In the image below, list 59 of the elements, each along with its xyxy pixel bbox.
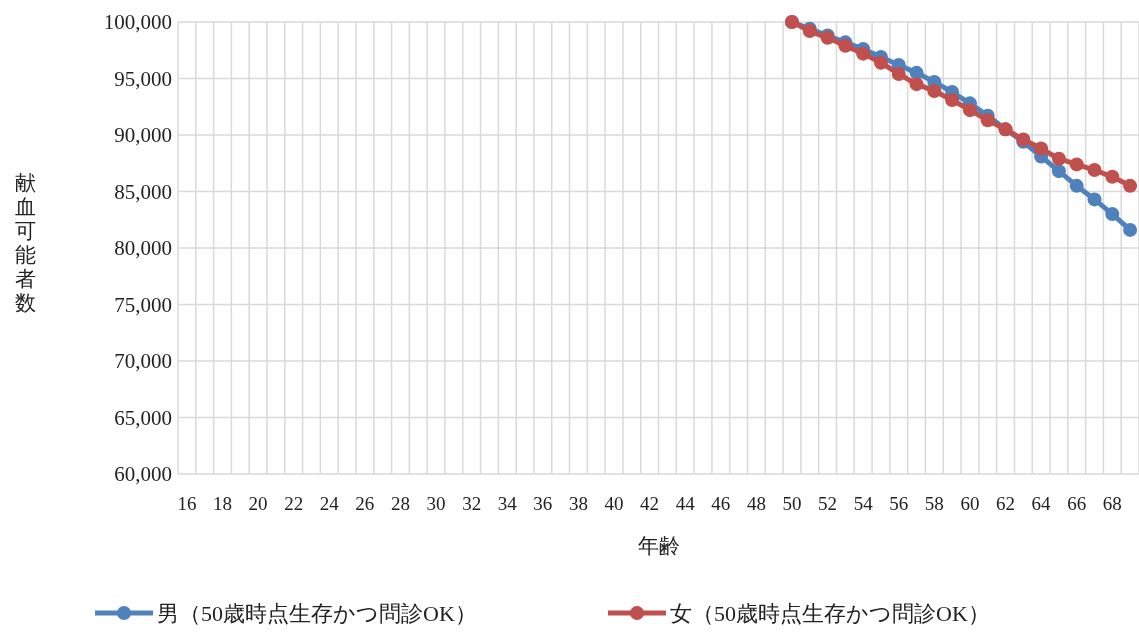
- x-tick-label: 50: [782, 493, 802, 514]
- point: [1069, 178, 1084, 193]
- x-tick-label: 36: [533, 493, 553, 514]
- x-tick-label: 46: [711, 493, 731, 514]
- x-tick-label: 18: [212, 493, 232, 514]
- point: [980, 113, 995, 128]
- x-axis-title: 年齢: [637, 534, 680, 558]
- point: [891, 66, 906, 81]
- x-tick-label: 34: [497, 493, 518, 514]
- y-tick-label: 95,000: [114, 66, 172, 91]
- x-tick-label: 54: [853, 493, 874, 514]
- point: [1105, 207, 1120, 222]
- point: [873, 55, 888, 70]
- x-tick-label: 38: [568, 493, 588, 514]
- x-tick-label: 44: [675, 493, 696, 514]
- point: [927, 83, 942, 98]
- point: [1087, 163, 1102, 178]
- point: [1034, 141, 1049, 156]
- x-tick-label: 66: [1067, 493, 1087, 514]
- x-tick-label: 42: [640, 493, 660, 514]
- point: [1123, 222, 1138, 237]
- point: [856, 46, 871, 61]
- x-tick-label: 26: [355, 493, 375, 514]
- legend-label: 女（50歳時点生存かつ問診OK）: [670, 601, 990, 626]
- y-tick-label: 85,000: [114, 179, 172, 204]
- y-tick-label: 90,000: [114, 123, 172, 147]
- x-tick-label: 22: [284, 493, 304, 514]
- x-tick-label: 28: [390, 493, 410, 514]
- x-tick-label: 20: [248, 493, 268, 514]
- x-tick-label: 24: [319, 493, 340, 514]
- point: [1105, 169, 1120, 184]
- x-tick-label: 16: [177, 493, 197, 514]
- legend-label: 男（50歳時点生存かつ問診OK）: [157, 601, 477, 626]
- point: [945, 92, 960, 107]
- y-axis-title: 献血可能者数: [14, 171, 36, 315]
- x-tick-label: 40: [604, 493, 624, 514]
- x-tick-label: 58: [924, 493, 944, 514]
- point: [1051, 151, 1066, 166]
- x-tick-label: 62: [996, 493, 1016, 514]
- point: [909, 77, 924, 92]
- x-tick-label: 60: [960, 493, 980, 514]
- point: [1069, 157, 1084, 172]
- x-tick-label: 52: [818, 493, 838, 514]
- y-tick-label: 65,000: [114, 405, 172, 430]
- point: [1051, 164, 1066, 179]
- x-tick-label: 64: [1031, 493, 1052, 514]
- x-tick-label: 56: [889, 493, 909, 514]
- x-tick-label: 32: [462, 493, 482, 514]
- x-tick-label: 68: [1102, 493, 1122, 514]
- y-tick-label: 80,000: [114, 236, 172, 260]
- point: [1123, 178, 1138, 193]
- x-tick-label: 48: [746, 493, 766, 514]
- point: [962, 103, 977, 118]
- y-tick-label: 70,000: [114, 349, 172, 373]
- y-tick-label: 75,000: [114, 292, 172, 317]
- point: [1087, 192, 1102, 207]
- y-tick-label: 100,000: [103, 10, 172, 34]
- x-tick-label: 30: [426, 493, 446, 514]
- y-tick-label: 60,000: [114, 462, 172, 486]
